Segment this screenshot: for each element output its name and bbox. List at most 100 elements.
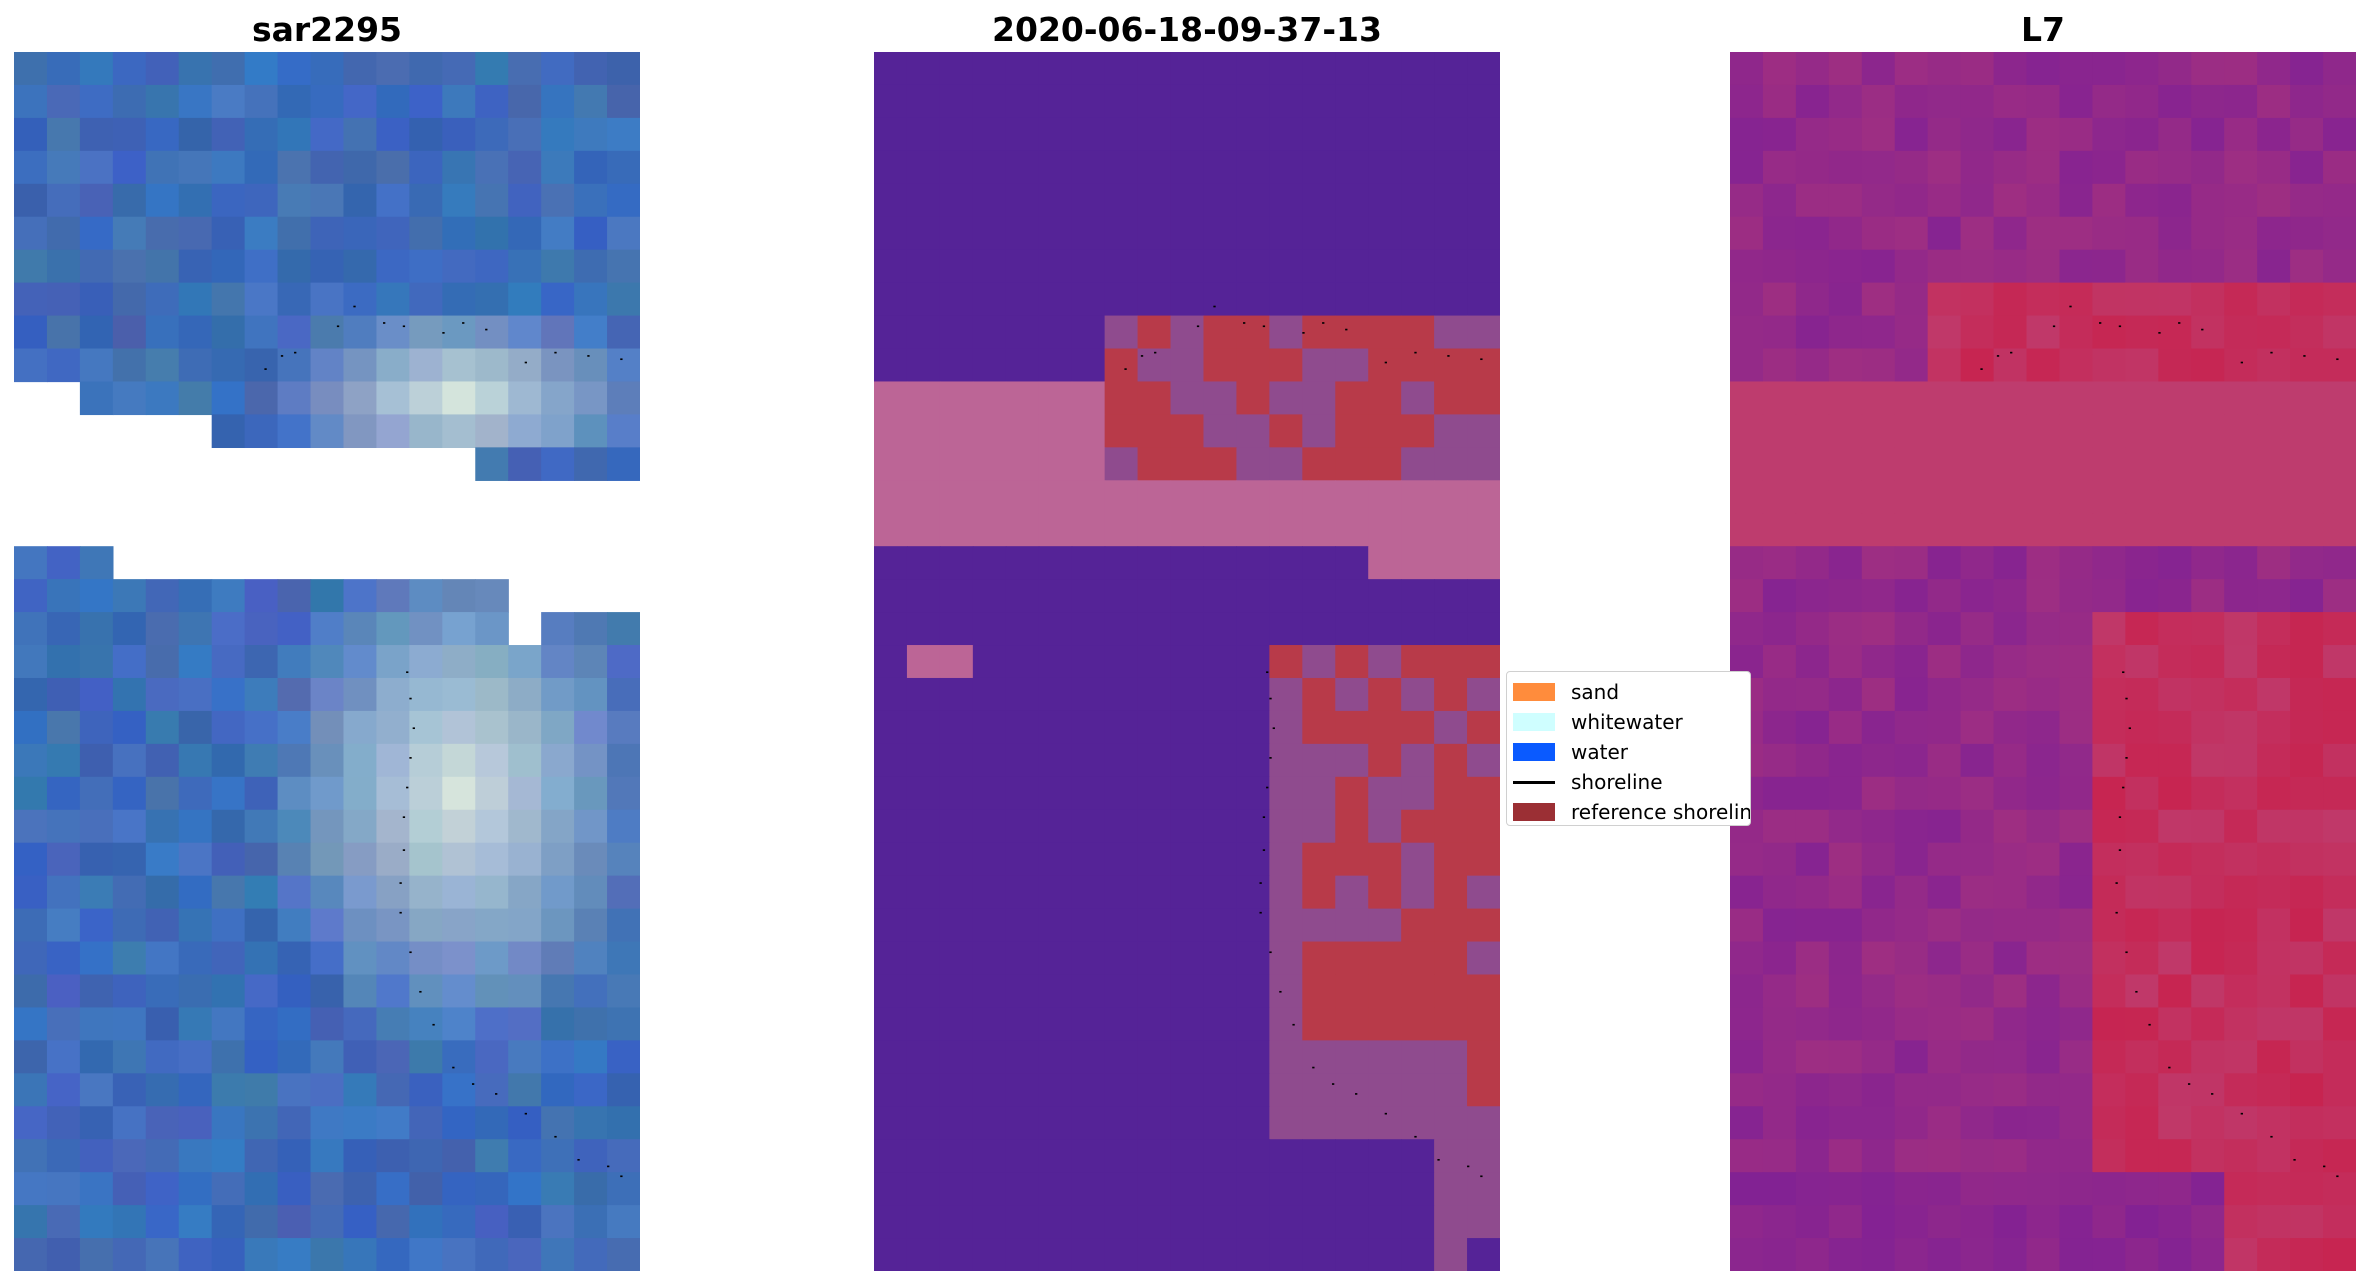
water-swatch bbox=[1513, 743, 1555, 761]
class-pixel bbox=[1269, 150, 1303, 185]
rgb-pixel bbox=[211, 1007, 246, 1042]
class-pixel bbox=[1005, 1139, 1040, 1173]
class-pixel bbox=[1368, 974, 1402, 1009]
class-pixel bbox=[1269, 1040, 1303, 1074]
index-pixel bbox=[2059, 348, 2094, 383]
class-pixel bbox=[1335, 447, 1369, 481]
rgb-pixel bbox=[442, 974, 476, 1009]
index-pixel bbox=[1762, 84, 1797, 119]
class-pixel bbox=[1368, 480, 1402, 514]
rgb-pixel bbox=[14, 941, 48, 976]
rgb-pixel bbox=[376, 710, 411, 745]
class-pixel bbox=[1302, 546, 1336, 580]
rgb-pixel bbox=[178, 52, 213, 86]
class-pixel bbox=[1104, 612, 1139, 646]
class-pixel bbox=[1038, 480, 1073, 514]
class-pixel bbox=[939, 677, 974, 712]
class-pixel bbox=[874, 1205, 908, 1239]
rgb-pixel bbox=[112, 150, 147, 185]
class-pixel bbox=[1170, 974, 1205, 1009]
rgb-pixel bbox=[574, 1073, 608, 1107]
class-pixel bbox=[1401, 1172, 1435, 1206]
index-pixel bbox=[1828, 1106, 1863, 1140]
index-pixel bbox=[2224, 1172, 2258, 1206]
class-pixel bbox=[874, 513, 908, 547]
class-pixel bbox=[972, 645, 1007, 679]
index-pixel bbox=[2092, 480, 2127, 514]
rgb-pixel bbox=[475, 941, 509, 976]
class-pixel bbox=[1434, 282, 1468, 317]
index-pixel bbox=[2125, 117, 2159, 152]
class-pixel bbox=[939, 1106, 974, 1140]
index-pixel bbox=[1762, 1139, 1797, 1173]
index-pixel bbox=[1960, 809, 1995, 844]
index-pixel bbox=[1795, 809, 1830, 844]
rgb-pixel bbox=[310, 809, 345, 844]
index-pixel bbox=[1894, 941, 1929, 976]
index-pixel bbox=[1894, 809, 1929, 844]
rgb-pixel bbox=[574, 315, 608, 350]
rgb-pixel bbox=[112, 974, 147, 1009]
class-pixel bbox=[1137, 1139, 1172, 1173]
legend-item-shoreline: shoreline bbox=[1513, 770, 1663, 794]
index-pixel bbox=[2257, 315, 2291, 350]
index-pixel bbox=[1828, 579, 1863, 613]
rgb-pixel bbox=[46, 941, 81, 976]
class-pixel bbox=[1434, 546, 1468, 580]
class-pixel bbox=[1038, 315, 1073, 350]
class-pixel bbox=[1104, 1238, 1139, 1271]
class-pixel bbox=[1269, 908, 1303, 943]
rgb-pixel bbox=[211, 117, 246, 152]
class-pixel bbox=[1269, 809, 1303, 844]
rgb-pixel bbox=[409, 908, 443, 943]
index-pixel bbox=[1795, 447, 1830, 481]
index-pixel bbox=[2323, 249, 2356, 284]
rgb-pixel bbox=[442, 414, 476, 449]
index-pixel bbox=[1960, 908, 1995, 943]
class-pixel bbox=[1434, 414, 1468, 449]
index-pixel bbox=[1828, 282, 1863, 317]
class-pixel bbox=[1071, 513, 1106, 547]
index-pixel bbox=[1927, 117, 1962, 152]
rgb-pixel bbox=[211, 348, 246, 383]
rgb-pixel bbox=[442, 1073, 476, 1107]
index-pixel bbox=[2323, 1205, 2356, 1239]
index-pixel bbox=[2257, 1073, 2291, 1107]
rgb-pixel bbox=[211, 1238, 246, 1271]
rgb-pixel bbox=[145, 315, 180, 350]
index-pixel bbox=[1828, 1007, 1863, 1042]
index-pixel bbox=[2224, 1073, 2258, 1107]
rgb-pixel bbox=[46, 1106, 81, 1140]
rgb-pixel bbox=[508, 1172, 542, 1206]
index-pixel bbox=[2125, 974, 2159, 1009]
class-pixel bbox=[1467, 710, 1500, 745]
index-pixel bbox=[2158, 150, 2192, 185]
rgb-pixel bbox=[475, 52, 509, 86]
class-pixel bbox=[1467, 348, 1500, 383]
rgb-pixel bbox=[46, 776, 81, 811]
index-pixel bbox=[2026, 447, 2061, 481]
index-pixel bbox=[2092, 612, 2127, 646]
rgb-pixel bbox=[409, 645, 443, 679]
index-pixel bbox=[2290, 941, 2324, 976]
index-pixel bbox=[1861, 381, 1896, 416]
rgb-pixel bbox=[310, 414, 345, 449]
rgb-pixel bbox=[79, 381, 114, 416]
rgb-pixel bbox=[376, 941, 411, 976]
rgb-pixel bbox=[79, 875, 114, 910]
rgb-pixel bbox=[178, 579, 213, 613]
rgb-pixel bbox=[574, 249, 608, 284]
index-pixel bbox=[1730, 1073, 1764, 1107]
index-pixel bbox=[2257, 612, 2291, 646]
class-pixel bbox=[1368, 183, 1402, 218]
class-pixel bbox=[1005, 645, 1040, 679]
index-pixel bbox=[1960, 710, 1995, 745]
index-pixel bbox=[2059, 645, 2094, 679]
class-pixel bbox=[1137, 282, 1172, 317]
class-pixel bbox=[1302, 216, 1336, 251]
index-pixel bbox=[2158, 743, 2192, 778]
class-pixel bbox=[1302, 447, 1336, 481]
index-pixel bbox=[1730, 1238, 1764, 1271]
class-pixel bbox=[1269, 776, 1303, 811]
index-pixel bbox=[2125, 249, 2159, 284]
